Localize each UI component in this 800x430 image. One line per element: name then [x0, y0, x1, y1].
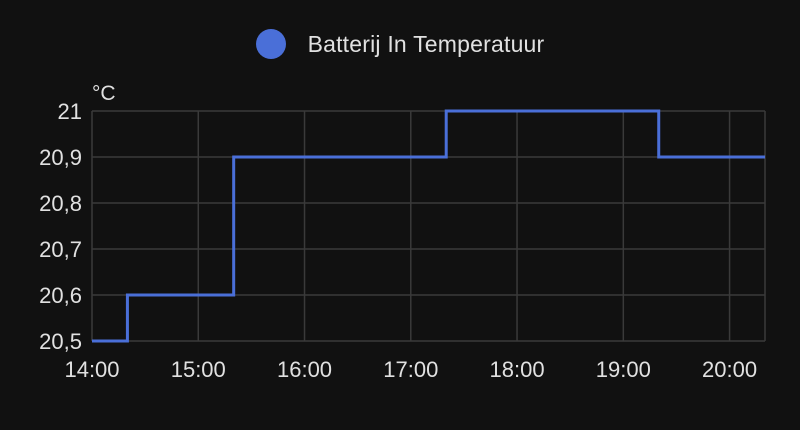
x-tick-label: 15:00 — [171, 357, 226, 382]
x-tick-label: 20:00 — [702, 357, 757, 382]
x-tick-label: 18:00 — [490, 357, 545, 382]
y-tick-label: 20,7 — [39, 237, 82, 262]
y-tick-label: 20,6 — [39, 283, 82, 308]
x-tick-label: 16:00 — [277, 357, 332, 382]
legend-label[interactable]: Batterij In Temperatuur — [307, 30, 545, 57]
series-group — [92, 109, 765, 343]
y-axis-unit: °C — [92, 82, 116, 105]
y-tick-label: 20,9 — [39, 145, 82, 170]
x-axis-ticks: 14:00 15:00 16:00 17:00 18:00 19:00 20:00 — [64, 357, 757, 382]
series-line — [92, 109, 765, 343]
x-tick-label: 19:00 — [596, 357, 651, 382]
chart-grid — [91, 110, 766, 342]
x-tick-label: 17:00 — [383, 357, 438, 382]
y-axis-ticks: 20,5 20,6 20,7 20,8 20,9 21 — [39, 99, 82, 354]
y-tick-label: 20,5 — [39, 329, 82, 354]
y-tick-label: 20,8 — [39, 191, 82, 216]
chart-legend: Batterij In Temperatuur — [0, 24, 800, 64]
x-tick-label: 14:00 — [64, 357, 119, 382]
legend-swatch[interactable] — [255, 29, 286, 59]
y-tick-label: 21 — [58, 99, 82, 124]
